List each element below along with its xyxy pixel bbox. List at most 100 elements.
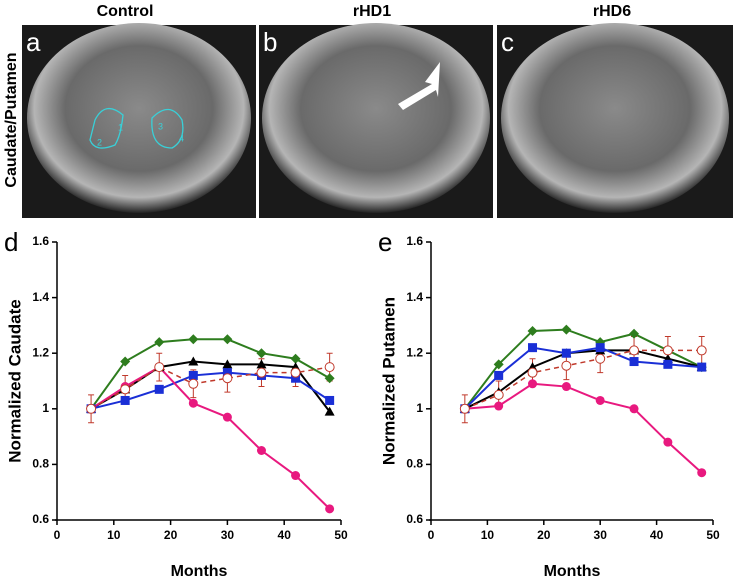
series-line [464, 382, 703, 474]
marker [154, 362, 165, 373]
panel-title: rHD6 [593, 3, 631, 20]
marker [222, 412, 232, 422]
marker [188, 370, 198, 380]
series-line [90, 371, 331, 410]
y-axis-label: Normalized Caudate [5, 299, 24, 462]
marker [697, 468, 707, 478]
marker [662, 345, 673, 356]
y-tick-label: 1 [42, 401, 49, 415]
marker [629, 328, 640, 339]
marker [663, 437, 673, 447]
marker [325, 504, 335, 514]
x-tick-label: 50 [706, 528, 720, 542]
marker [629, 345, 640, 356]
panel-letter: a [26, 27, 41, 57]
marker [493, 389, 504, 400]
y-tick-label: 0.6 [32, 512, 49, 526]
y-tick-label: 0.8 [406, 457, 423, 471]
marker [629, 357, 639, 367]
marker [561, 360, 572, 371]
series-line [90, 338, 331, 410]
marker [120, 384, 131, 395]
y-tick-label: 1.4 [32, 290, 49, 304]
marker [324, 373, 335, 384]
series-line [464, 349, 702, 410]
x-tick-label: 0 [428, 528, 435, 542]
x-tick-label: 40 [650, 528, 664, 542]
brain [27, 23, 251, 213]
marker [188, 378, 199, 389]
series-line [464, 346, 702, 410]
x-tick-label: 30 [221, 528, 235, 542]
y-tick-label: 0.6 [406, 512, 423, 526]
marker [86, 403, 97, 414]
marker [324, 406, 335, 416]
marker [697, 362, 707, 372]
roi-label: 3 [158, 121, 163, 131]
marker [595, 395, 605, 405]
y-axis-label: Normalized Putamen [379, 297, 398, 465]
x-axis-label: Months [171, 563, 228, 580]
marker [290, 367, 301, 378]
panel-letter: b [263, 27, 277, 57]
panel-title: Control [97, 3, 154, 20]
panel-letter: e [378, 227, 392, 257]
y-tick-label: 1.6 [32, 234, 49, 248]
marker [595, 353, 606, 364]
marker [188, 398, 198, 408]
roi-outline [89, 108, 184, 149]
marker [324, 362, 335, 373]
marker [527, 367, 538, 378]
marker [528, 379, 538, 389]
x-tick-label: 20 [537, 528, 551, 542]
marker [561, 324, 572, 335]
marker [493, 359, 504, 370]
series-line [90, 366, 330, 410]
marker [154, 337, 165, 348]
marker [663, 359, 673, 369]
x-tick-label: 10 [481, 528, 495, 542]
marker [325, 395, 335, 405]
image-row: Control rHD1 rHD6 Caudate/Putamen a b c … [3, 3, 733, 218]
x-axis-label: Months [544, 563, 601, 580]
marker [256, 446, 266, 455]
marker [291, 471, 301, 481]
y-tick-label: 1.6 [406, 234, 423, 248]
y-tick-label: 0.8 [32, 457, 49, 471]
marker [222, 359, 233, 369]
row-label: Caudate/Putamen [3, 52, 20, 187]
marker [561, 348, 571, 358]
marker [188, 356, 199, 366]
x-tick-label: 0 [54, 528, 61, 542]
marker [561, 382, 571, 392]
marker [459, 403, 470, 414]
marker [222, 368, 232, 378]
marker [256, 367, 267, 378]
x-tick-label: 40 [278, 528, 292, 542]
brain [501, 23, 729, 213]
marker [696, 345, 707, 356]
marker [222, 373, 233, 384]
arrow [398, 62, 440, 110]
marker [256, 348, 267, 359]
marker [528, 343, 538, 353]
roi-label: 4 [179, 133, 184, 143]
panel-letter: c [501, 27, 514, 57]
x-tick-label: 30 [594, 528, 608, 542]
y-tick-label: 1 [416, 401, 423, 415]
marker [154, 384, 164, 394]
y-tick-label: 1.2 [32, 345, 49, 359]
marker [527, 325, 538, 336]
x-tick-label: 10 [107, 528, 121, 542]
marker [494, 370, 504, 380]
marker [595, 343, 605, 353]
x-tick-label: 50 [334, 528, 348, 542]
y-tick-label: 1.2 [406, 345, 423, 359]
marker [494, 401, 504, 411]
roi-label: 1 [118, 122, 123, 132]
y-tick-label: 1.4 [406, 290, 423, 304]
marker [222, 334, 233, 345]
marker [188, 334, 199, 345]
marker [291, 373, 301, 383]
